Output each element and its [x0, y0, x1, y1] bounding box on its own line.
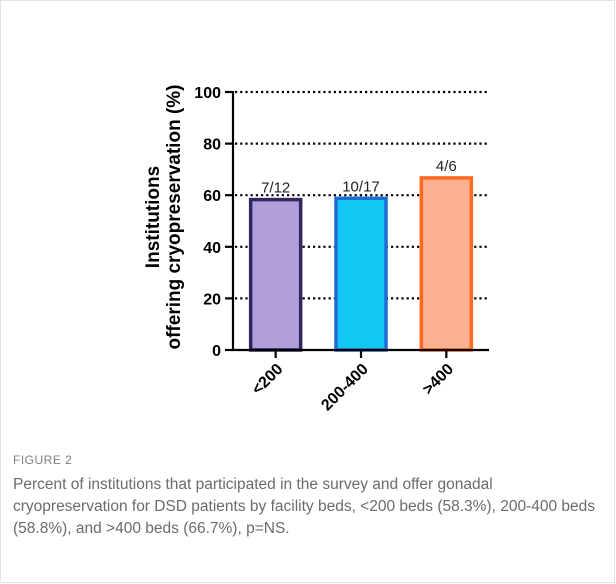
y-axis-title-line1: Institutions: [143, 166, 164, 268]
x-tick-label-3: >400: [420, 361, 458, 399]
y-tick-label-40: 40: [203, 240, 221, 257]
figure-caption: Percent of institutions that participate…: [13, 476, 595, 537]
data-label-3: 4/6: [436, 158, 457, 175]
x-tick-label-2: 200-400: [318, 361, 372, 415]
data-label-1: 7/12: [261, 180, 290, 197]
y-axis-title-line2: offering cryopreservation (%): [164, 85, 185, 350]
y-tick-label-100: 100: [194, 85, 221, 102]
y-tick-label-0: 0: [212, 343, 221, 360]
y-tick-label-80: 80: [203, 137, 221, 154]
bar-1: [248, 197, 303, 352]
y-axis-title: Institutions offering cryopreservation (…: [143, 85, 185, 350]
bars: [248, 176, 474, 352]
bar-2: [334, 196, 388, 352]
x-tick-label-1: <200: [249, 361, 287, 399]
bar-chart: Institutions offering cryopreservation (…: [143, 85, 489, 415]
data-label-2: 10/17: [342, 178, 380, 195]
figure-label: FIGURE 2: [13, 453, 73, 467]
axes: [225, 90, 489, 358]
y-tick-label-20: 20: [203, 291, 221, 308]
y-tick-label-60: 60: [203, 188, 221, 205]
bar-3: [419, 176, 474, 352]
